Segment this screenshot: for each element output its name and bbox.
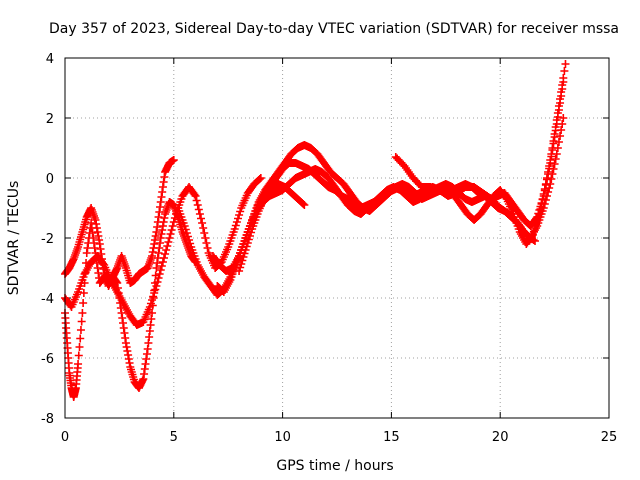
y-tick-label: 2: [46, 112, 54, 127]
x-tick-label: 20: [492, 430, 509, 445]
series-track-5: [208, 60, 570, 275]
y-tick-label: -2: [41, 232, 54, 247]
data-markers: [235, 180, 309, 275]
y-tick-label: -6: [41, 352, 54, 367]
y-tick-label: -8: [41, 412, 54, 427]
data-markers: [208, 60, 570, 275]
x-tick-label: 15: [383, 430, 400, 445]
x-tick-label: 10: [274, 430, 291, 445]
plot-area: [61, 60, 570, 401]
series-track-7: [235, 180, 309, 275]
series-track-8: [391, 153, 540, 245]
y-tick-label: 4: [46, 52, 54, 67]
y-tick-label: -4: [41, 292, 54, 307]
plot-frame: [64, 57, 610, 419]
data-markers: [391, 153, 540, 245]
x-tick-label: 25: [601, 430, 618, 445]
tick-labels: 0 5 10 15 20 25 -8 -6 -4 -2 0 2 4: [41, 52, 617, 445]
y-axis-label: SDTVAR / TECUs: [6, 181, 22, 296]
y-tick-label: 0: [46, 172, 54, 187]
chart-title: Day 357 of 2023, Sidereal Day-to-day VTE…: [49, 21, 619, 37]
x-axis-label: GPS time / hours: [276, 458, 393, 474]
x-tick-label: 0: [61, 430, 69, 445]
x-tick-label: 5: [170, 430, 178, 445]
